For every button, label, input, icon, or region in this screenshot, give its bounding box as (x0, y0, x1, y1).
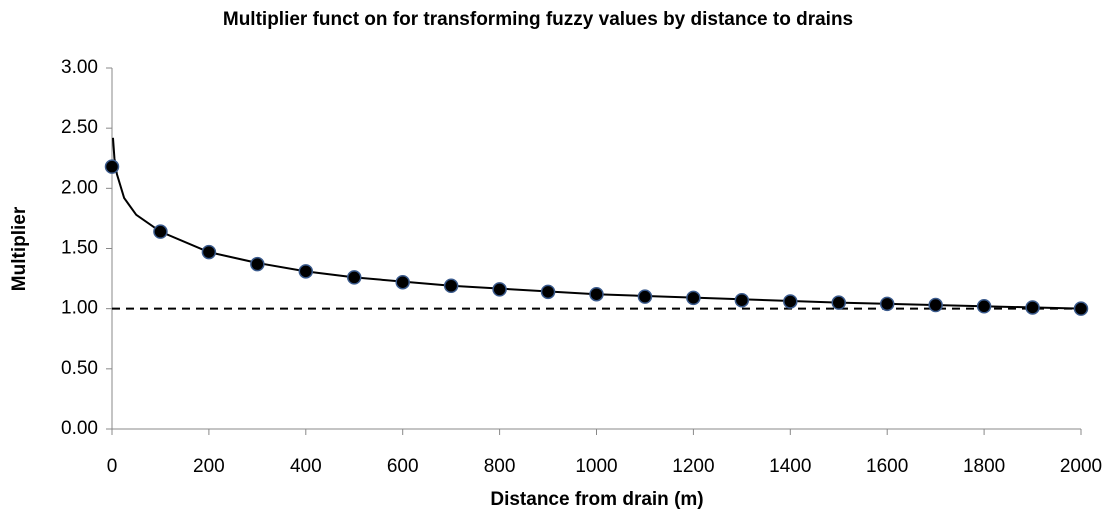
data-point (589, 286, 604, 302)
y-tick-label: 0.50 (61, 358, 98, 379)
data-point (928, 297, 943, 313)
data-point (250, 256, 265, 272)
data-point (395, 274, 410, 290)
x-tick-label: 800 (484, 456, 516, 477)
data-point (879, 296, 895, 312)
y-tick-label: 0.00 (61, 418, 98, 439)
data-point (783, 294, 798, 309)
data-point (734, 292, 750, 308)
data-point (831, 295, 846, 310)
data-point (104, 159, 120, 174)
data-point (686, 290, 701, 306)
x-axis-title: Distance from drain (m) (490, 489, 703, 510)
y-tick-label: 1.00 (61, 298, 98, 319)
x-tick-label: 200 (193, 456, 225, 477)
x-tick-label: 600 (387, 456, 419, 477)
data-point (298, 264, 314, 279)
data-point (347, 270, 362, 285)
x-tick-label: 1000 (575, 456, 617, 477)
y-tick-label: 2.00 (61, 177, 98, 198)
data-point (153, 224, 168, 239)
data-point (1073, 301, 1089, 316)
data-point (492, 282, 507, 297)
y-tick-label: 1.50 (61, 238, 98, 259)
x-tick-label: 1600 (866, 456, 908, 477)
y-tick-label: 3.00 (61, 57, 98, 78)
trend-line (111, 137, 1082, 310)
data-point (540, 284, 556, 300)
data-point (201, 244, 217, 260)
chart-title: Multiplier funct on for transforming fuz… (223, 9, 853, 30)
x-tick-label: 1400 (769, 456, 811, 477)
data-point (976, 299, 992, 314)
x-tick-label: 2000 (1060, 456, 1102, 477)
y-tick-label: 2.50 (61, 117, 98, 138)
x-tick-label: 400 (290, 456, 322, 477)
x-tick-label: 0 (107, 456, 118, 477)
data-point (637, 289, 653, 304)
x-tick-label: 1200 (672, 456, 714, 477)
data-point (1025, 300, 1040, 315)
data-point (443, 278, 459, 294)
y-axis-title: Multiplier (9, 206, 30, 291)
x-tick-label: 1800 (963, 456, 1005, 477)
